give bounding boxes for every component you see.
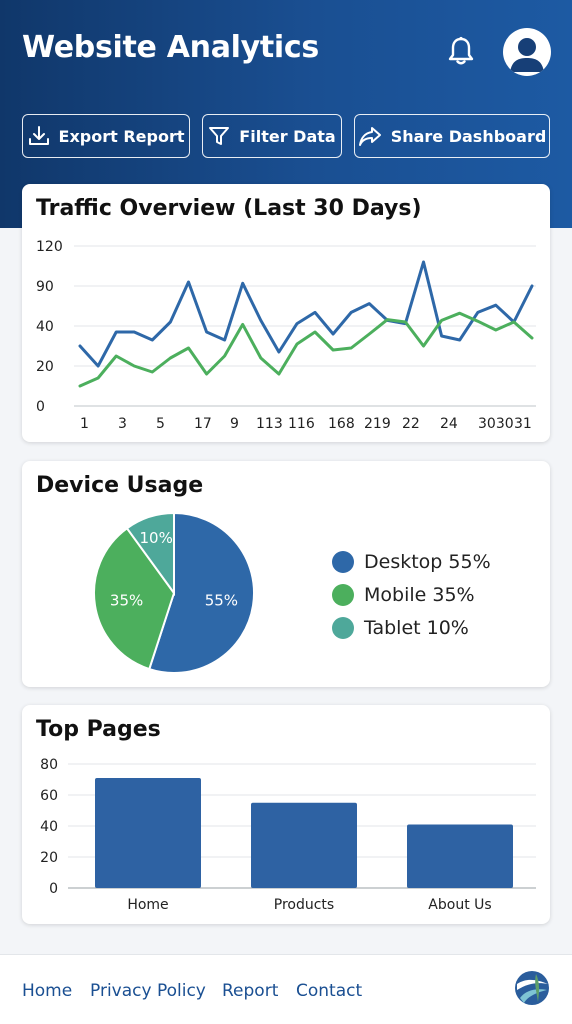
y-tick-label: 80 xyxy=(40,757,58,773)
bar-home xyxy=(95,777,201,888)
device-card-title: Device Usage xyxy=(36,473,204,498)
toolbar: Export Report Filter Data Share Dashboar… xyxy=(22,114,550,158)
pie-label-mobile: 35% xyxy=(110,592,143,610)
legend-item-mobile: Mobile 35% xyxy=(332,578,491,611)
pie-slice-tablet xyxy=(125,511,175,597)
x-tick-label: 219 xyxy=(364,416,391,432)
bar-about-us xyxy=(407,824,513,888)
device-legend: Desktop 55% Mobile 35% Tablet 10% xyxy=(332,545,491,644)
pie-label-desktop: 55% xyxy=(205,592,238,610)
footer-link-contact[interactable]: Contact xyxy=(296,981,363,1001)
legend-label-tablet: Tablet 10% xyxy=(364,616,469,639)
brand-logo-icon xyxy=(515,971,549,1005)
x-tick-label: Products xyxy=(274,897,334,913)
x-tick-label: 17 xyxy=(194,416,212,432)
legend-dot-mobile xyxy=(332,583,354,606)
pie-label-tablet: 10% xyxy=(140,529,173,547)
bar-products xyxy=(251,802,357,888)
x-tick-label: 1 xyxy=(80,416,89,432)
user-avatar-icon xyxy=(510,38,544,72)
pie-slice-desktop xyxy=(148,511,255,674)
y-tick-label: 120 xyxy=(36,239,63,255)
y-tick-label: 0 xyxy=(49,881,58,897)
series-line-1 xyxy=(78,311,534,388)
x-tick-label: 22 xyxy=(402,416,420,432)
y-tick-label: 20 xyxy=(36,359,54,375)
export-report-label: Export Report xyxy=(58,126,185,146)
notifications-button[interactable] xyxy=(444,34,478,68)
device-pie-chart: 55% 35% 10% xyxy=(93,511,255,674)
bell-icon xyxy=(448,36,474,65)
x-tick-label: 31 xyxy=(514,416,532,432)
x-tick-label: 3 xyxy=(118,416,127,432)
footer-link-home[interactable]: Home xyxy=(22,981,73,1001)
footer-link-privacy-policy[interactable]: Privacy Policy xyxy=(90,981,206,1001)
y-tick-label: 40 xyxy=(40,819,58,835)
traffic-overview-card: Traffic Overview (Last 30 Days) 0 20 40 90 1… xyxy=(22,184,550,442)
y-tick-label: 60 xyxy=(40,788,58,804)
filter-data-label: Filter Data xyxy=(239,126,336,146)
footer: Home Privacy Policy Report Contact xyxy=(0,954,572,1024)
pie-slice-mobile xyxy=(93,526,176,671)
y-tick-label: 40 xyxy=(36,319,54,335)
traffic-card-title: Traffic Overview (Last 30 Days) xyxy=(36,196,422,221)
download-icon xyxy=(28,126,49,145)
page-title: Website Analytics xyxy=(22,30,319,65)
device-usage-card: Device Usage 55% 35% 10% Desktop 55% Mobil… xyxy=(22,461,550,687)
x-tick-label: 9 xyxy=(230,416,239,432)
legend-dot-desktop xyxy=(332,550,354,573)
y-tick-label: 90 xyxy=(36,279,54,295)
top-pages-card: Top Pages 0 20 40 60 80 Home Products About Us xyxy=(22,705,550,924)
filter-data-button[interactable]: Filter Data xyxy=(202,114,342,158)
filter-icon xyxy=(209,127,230,145)
export-report-button[interactable]: Export Report xyxy=(22,114,190,158)
x-tick-label: 168 xyxy=(328,416,355,432)
x-tick-label: 3030 xyxy=(478,416,514,432)
x-tick-label: Home xyxy=(127,897,168,913)
y-tick-label: 0 xyxy=(36,399,45,415)
traffic-line-chart: 0 20 40 90 120 1 3 5 17 9 113 116 168 219 22 24 3030 31 xyxy=(36,239,536,432)
top-pages-card-title: Top Pages xyxy=(36,717,161,742)
legend-label-mobile: Mobile 35% xyxy=(364,583,475,606)
x-tick-label: About Us xyxy=(428,897,491,913)
legend-item-tablet: Tablet 10% xyxy=(332,611,491,644)
share-dashboard-button[interactable]: Share Dashboard xyxy=(354,114,550,158)
legend-label-desktop: Desktop 55% xyxy=(364,550,491,573)
user-avatar-button[interactable] xyxy=(503,28,551,76)
x-tick-label: 113 xyxy=(256,416,283,432)
x-tick-label: 5 xyxy=(156,416,165,432)
legend-dot-tablet xyxy=(332,616,354,639)
footer-link-report[interactable]: Report xyxy=(222,981,279,1001)
series-line-0 xyxy=(78,260,534,368)
y-tick-label: 20 xyxy=(40,850,58,866)
share-icon xyxy=(358,127,381,146)
top-pages-bar-chart: 0 20 40 60 80 Home Products About Us xyxy=(40,757,536,913)
x-tick-label: 24 xyxy=(440,416,458,432)
share-dashboard-label: Share Dashboard xyxy=(390,126,547,146)
legend-item-desktop: Desktop 55% xyxy=(332,545,491,578)
x-tick-label: 116 xyxy=(288,416,315,432)
